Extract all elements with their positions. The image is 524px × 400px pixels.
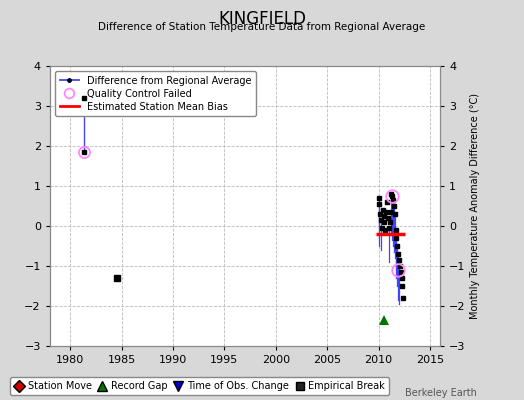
Text: KINGFIELD: KINGFIELD <box>218 10 306 28</box>
Text: Difference of Station Temperature Data from Regional Average: Difference of Station Temperature Data f… <box>99 22 425 32</box>
Y-axis label: Monthly Temperature Anomaly Difference (°C): Monthly Temperature Anomaly Difference (… <box>470 93 480 319</box>
Text: Berkeley Earth: Berkeley Earth <box>405 388 477 398</box>
Legend: Station Move, Record Gap, Time of Obs. Change, Empirical Break: Station Move, Record Gap, Time of Obs. C… <box>10 377 389 395</box>
Legend: Difference from Regional Average, Quality Control Failed, Estimated Station Mean: Difference from Regional Average, Qualit… <box>54 71 256 116</box>
